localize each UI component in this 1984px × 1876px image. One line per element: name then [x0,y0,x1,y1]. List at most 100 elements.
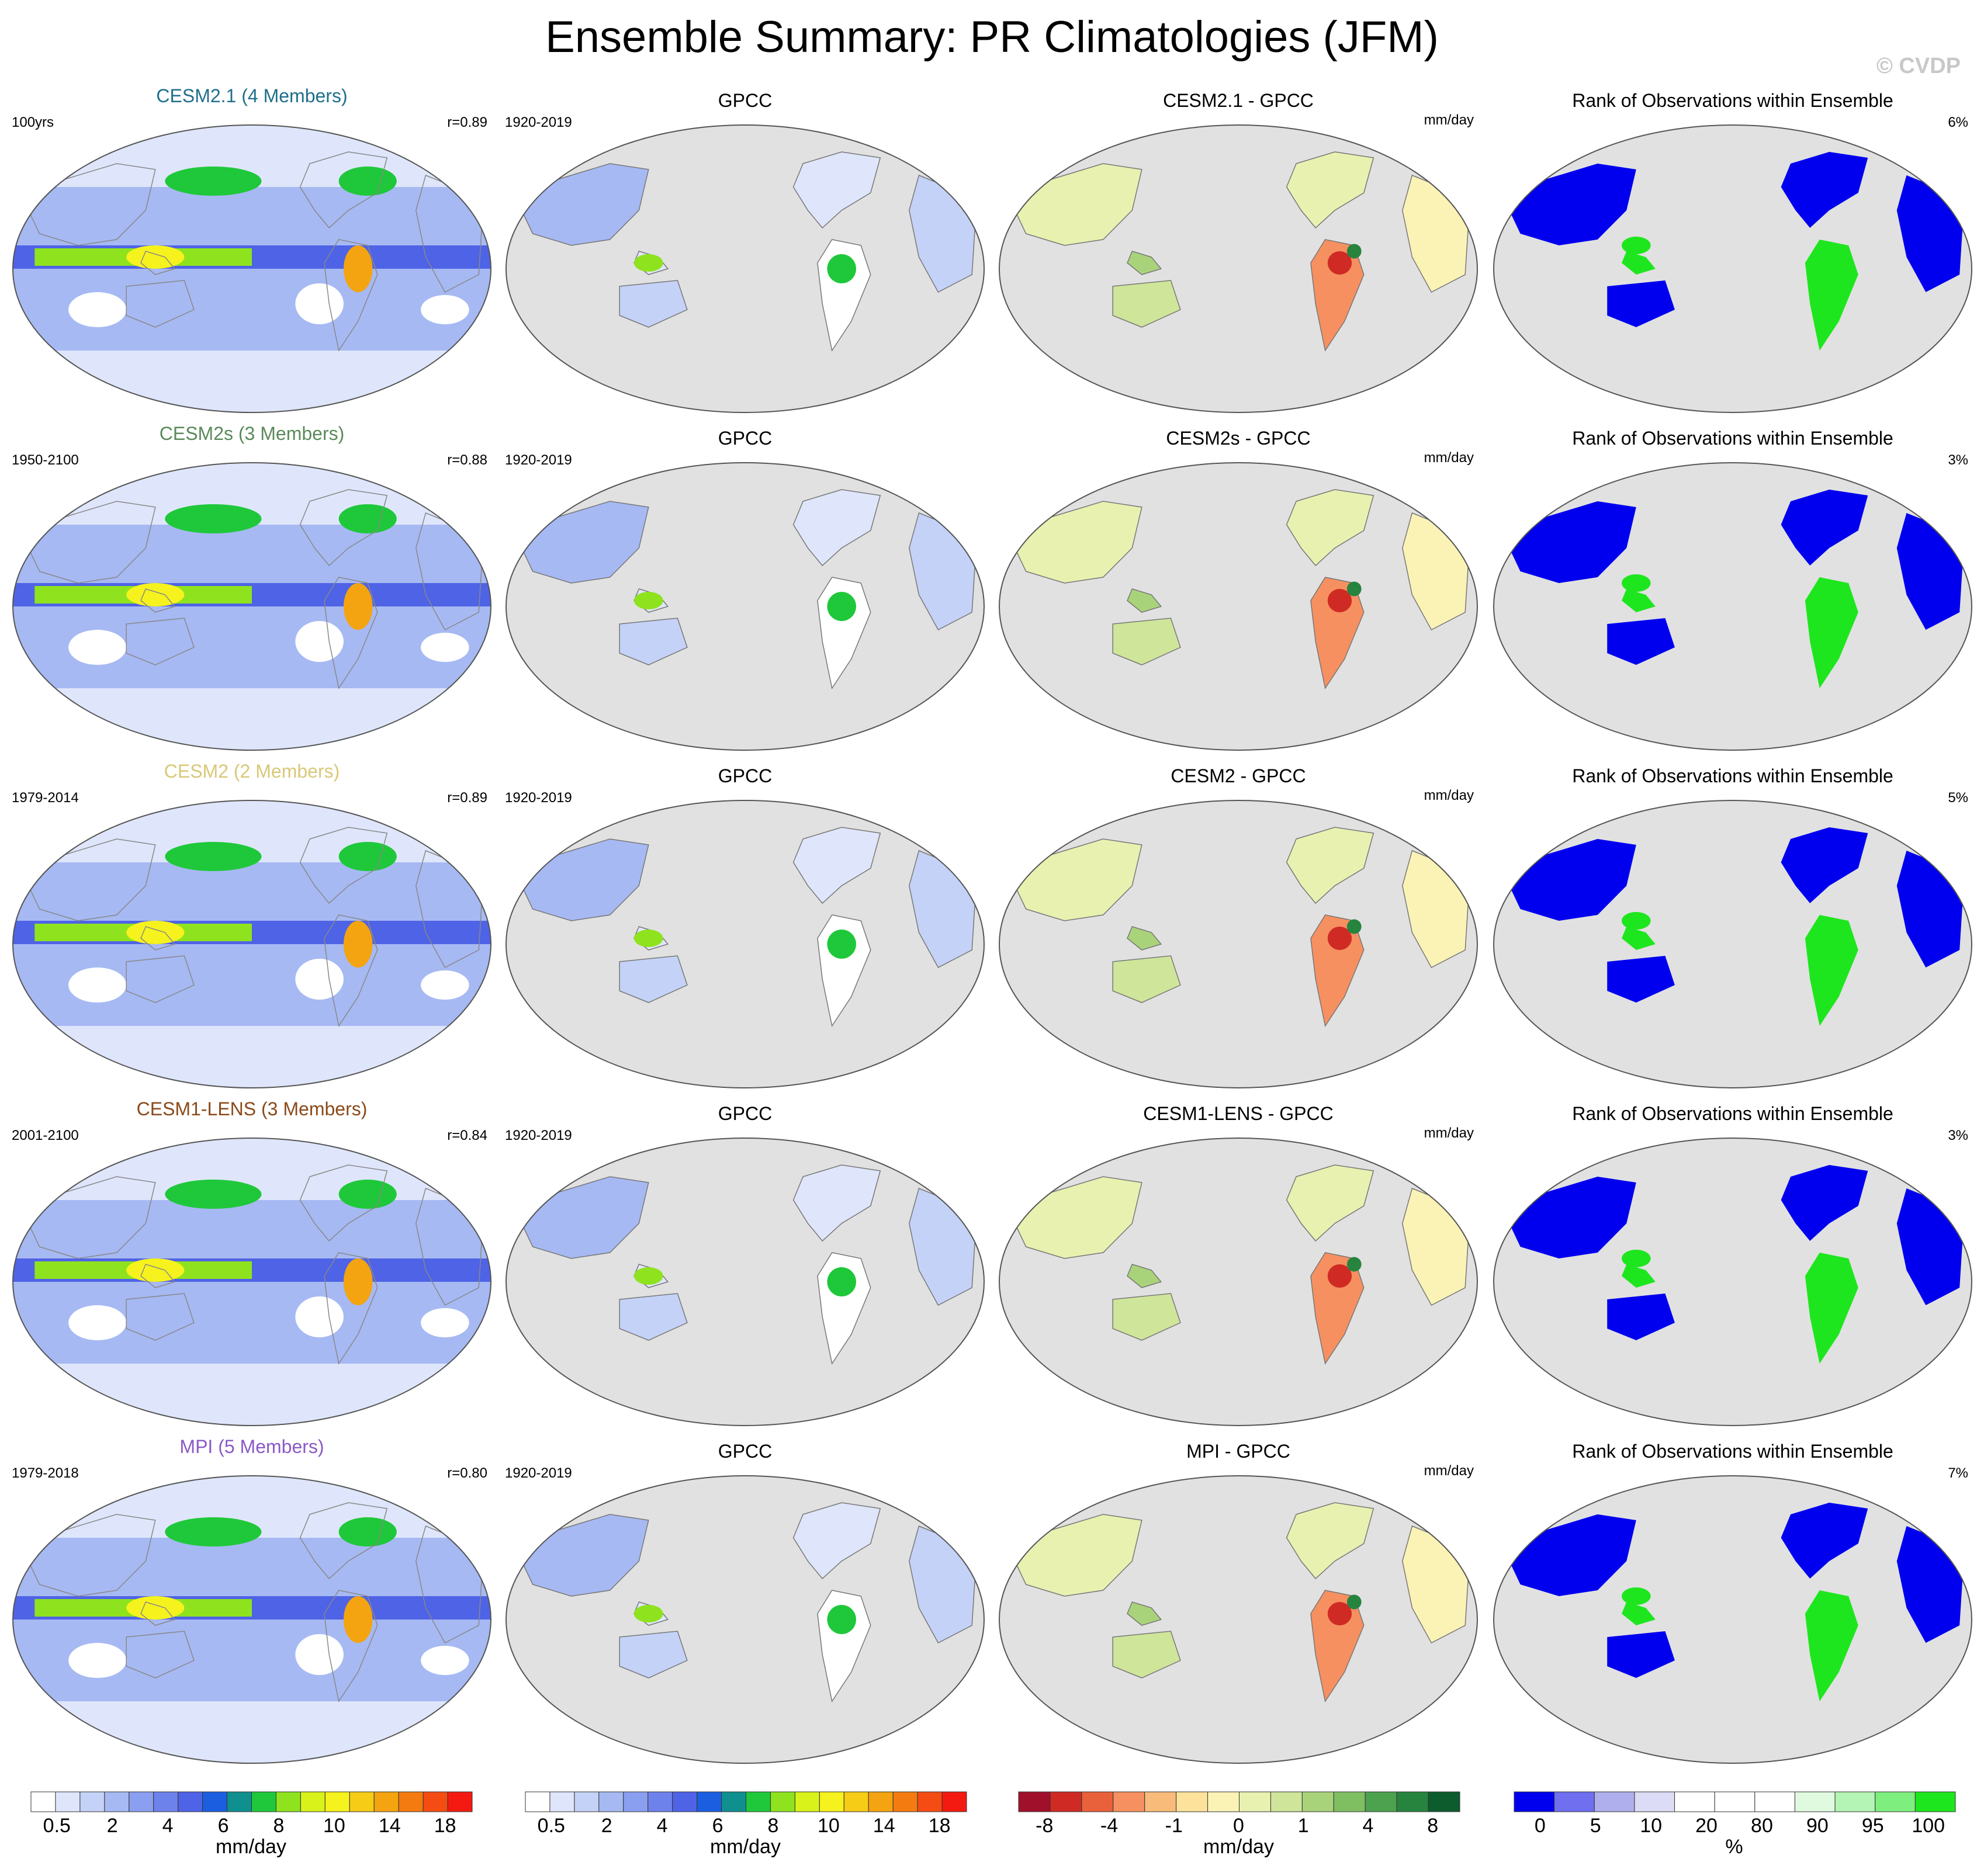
panel-title-diff: CESM2s - GPCC [1166,428,1311,449]
colorbar-tick-label: 4 [1362,1815,1374,1837]
colorbar-swatch [794,1791,820,1812]
colorbar-swatch [1239,1791,1271,1812]
colorbar-swatch [227,1791,252,1812]
map-obs [505,800,985,1088]
panel-title-rank: Rank of Observations within Ensemble [1572,765,1893,786]
units-label: mm/day [1424,450,1474,466]
colorbar-2 [1018,1791,1460,1812]
period-label: 1920-2019 [505,1128,572,1143]
panel-title-obs: GPCC [718,765,773,786]
map-model [12,1475,491,1764]
colorbar-tick-label: -1 [1165,1815,1183,1837]
map-diff [999,1138,1478,1426]
colorbar-tick-label: 8 [767,1815,779,1837]
period-label: 1920-2019 [505,452,572,468]
colorbar-tick-label: 14 [872,1815,895,1837]
colorbar-swatch [1554,1791,1595,1812]
colorbar-swatch [1914,1791,1956,1812]
panel-title-obs: GPCC [718,428,773,449]
colorbar-tick-label: 5 [1590,1815,1601,1837]
figure-title: Ensemble Summary: PR Climatologies (JFM) [545,12,1439,62]
period-label: 2001-2100 [12,1128,79,1143]
colorbar-swatch [819,1791,844,1812]
colorbar-swatch [1176,1791,1209,1812]
colorbar-tick-label: 0 [1233,1815,1244,1837]
colorbar-swatch [398,1791,424,1812]
colorbar-swatch [1794,1791,1836,1812]
colorbar-tick-label: -4 [1100,1815,1119,1837]
colorbar-swatch [129,1791,154,1812]
colorbar-tick-label: 18 [928,1815,951,1837]
colorbar-swatch [525,1791,550,1812]
colorbar-swatch [1301,1791,1334,1812]
map-obs [505,1138,985,1426]
colorbar-tick-label: 10 [1640,1815,1663,1837]
colorbar-tick-label: 100 [1912,1815,1945,1837]
correlation-label: r=0.89 [447,115,487,130]
map-diff [999,462,1478,751]
colorbar-swatch [1018,1791,1051,1812]
colorbar-tick-label: 8 [273,1815,285,1837]
panel-title-rank: Rank of Observations within Ensemble [1572,1441,1893,1462]
colorbar-swatch [55,1791,81,1812]
colorbar-tick-label: 14 [378,1815,401,1837]
units-label: mm/day [1424,112,1474,128]
colorbar-swatch [721,1791,746,1812]
colorbar-swatch [623,1791,649,1812]
map-diff [999,800,1478,1088]
colorbar-swatch [697,1791,722,1812]
colorbar-swatch [746,1791,771,1812]
colorbar-swatch [324,1791,350,1812]
map-obs [505,124,985,413]
colorbar-units: mm/day [1203,1836,1274,1858]
map-model [12,800,491,1088]
period-label: 1920-2019 [505,790,572,806]
panel-title-model: CESM1-LENS (3 Members) [136,1098,368,1119]
colorbar-swatch [770,1791,795,1812]
colorbar-swatch [275,1791,301,1812]
colorbar-swatch [843,1791,869,1812]
correlation-label: r=0.88 [447,452,487,468]
colorbar-tick-label: 18 [434,1815,456,1837]
colorbar-tick-label: 80 [1751,1815,1773,1837]
colorbar-swatch [917,1791,943,1812]
panel-title-rank: Rank of Observations within Ensemble [1572,90,1893,111]
colorbar-swatch [941,1791,967,1812]
map-obs [505,1475,985,1764]
panel-title-obs: GPCC [718,1441,773,1462]
colorbar-swatch [1514,1791,1555,1812]
map-diff [999,1475,1478,1764]
colorbar-tick-label: 0.5 [43,1815,71,1837]
colorbar-swatch [423,1791,448,1812]
colorbar-swatch [648,1791,673,1812]
colorbar-tick-label: 0 [1534,1815,1546,1837]
correlation-label: r=0.84 [447,1128,487,1143]
colorbar-swatch [868,1791,894,1812]
colorbar-swatch [1081,1791,1114,1812]
colorbar-swatch [373,1791,399,1812]
period-label: 1950-2100 [12,452,79,468]
colorbar-tick-label: -8 [1036,1815,1054,1837]
colorbar-swatch [1333,1791,1366,1812]
panel-title-model: CESM2.1 (4 Members) [156,85,348,106]
panel-title-rank: Rank of Observations within Ensemble [1572,1103,1893,1124]
map-diff [999,124,1478,413]
colorbar-tick-label: 8 [1427,1815,1439,1837]
correlation-label: r=0.89 [447,790,487,806]
colorbar-units: % [1725,1836,1743,1858]
units-label: mm/day [1424,1125,1474,1141]
map-model [12,462,491,751]
colorbar-swatch [1674,1791,1715,1812]
colorbar-0 [30,1791,473,1812]
units-label: mm/day [1424,1463,1474,1479]
panel-title-obs: GPCC [718,90,773,111]
colorbar-swatch [447,1791,473,1812]
panel-title-model: CESM2s (3 Members) [159,423,345,444]
colorbar-swatch [598,1791,624,1812]
colorbar-swatch [1754,1791,1795,1812]
colorbar-swatch [1207,1791,1240,1812]
correlation-label: r=0.80 [447,1465,487,1481]
panel-title-diff: MPI - GPCC [1186,1441,1290,1462]
colorbar-tick-label: 95 [1861,1815,1884,1837]
colorbar-swatch [1396,1791,1429,1812]
